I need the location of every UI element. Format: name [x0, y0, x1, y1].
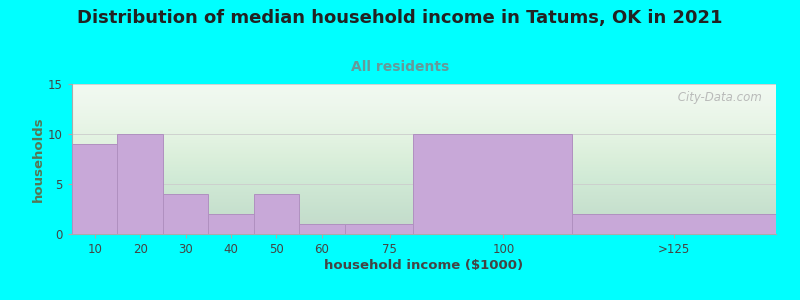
Bar: [299, 224, 345, 234]
Bar: [118, 134, 163, 234]
Bar: [572, 214, 776, 234]
Bar: [72, 144, 118, 234]
Bar: [254, 194, 299, 234]
Y-axis label: households: households: [32, 116, 46, 202]
Bar: [413, 134, 572, 234]
X-axis label: household income ($1000): household income ($1000): [325, 259, 523, 272]
Text: All residents: All residents: [351, 60, 449, 74]
Bar: [345, 224, 413, 234]
Bar: [163, 194, 208, 234]
Text: Distribution of median household income in Tatums, OK in 2021: Distribution of median household income …: [78, 9, 722, 27]
Text: City-Data.com: City-Data.com: [674, 92, 762, 104]
Bar: [208, 214, 254, 234]
